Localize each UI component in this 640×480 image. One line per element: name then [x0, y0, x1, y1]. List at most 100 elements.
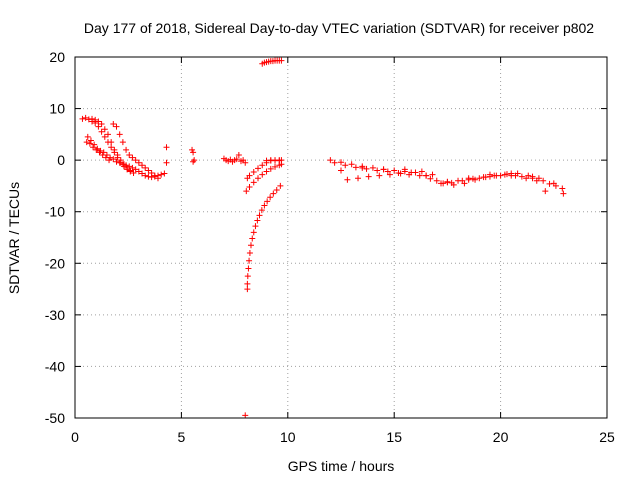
data-point	[486, 171, 493, 178]
data-point	[113, 123, 120, 130]
data-point	[440, 180, 447, 187]
data-point	[267, 165, 274, 172]
data-point	[104, 131, 111, 138]
x-tick-label: 0	[71, 429, 79, 445]
data-point	[130, 170, 137, 177]
data-point	[158, 171, 165, 178]
y-tick-label: 20	[49, 49, 65, 65]
data-point	[145, 173, 152, 180]
data-point	[535, 175, 542, 182]
data-point	[111, 149, 118, 156]
data-point	[98, 128, 105, 135]
y-tick-label: 0	[57, 152, 65, 168]
y-axis-label: SDTVAR / TECUs	[6, 182, 22, 294]
data-point	[132, 166, 139, 173]
chart-title: Day 177 of 2018, Sidereal Day-to-day VTE…	[84, 20, 594, 36]
data-point	[139, 162, 146, 169]
data-point	[359, 164, 366, 171]
data-point	[338, 167, 344, 174]
data-point	[85, 116, 92, 123]
data-point	[369, 164, 376, 171]
x-tick-label: 20	[493, 429, 509, 445]
data-point	[142, 164, 149, 171]
x-tick-label: 5	[178, 429, 186, 445]
data-point	[116, 131, 123, 138]
data-point	[94, 145, 101, 152]
data-point	[429, 171, 436, 178]
data-point	[84, 133, 91, 140]
data-point	[267, 194, 274, 201]
data-point	[151, 172, 158, 179]
data-point	[244, 286, 251, 293]
data-point	[560, 190, 567, 197]
data-point	[391, 167, 398, 174]
data-point	[93, 146, 100, 153]
data-point	[278, 157, 285, 164]
data-point	[135, 168, 142, 175]
data-point	[450, 181, 457, 188]
data-point	[267, 157, 274, 164]
data-point	[102, 154, 109, 161]
data-point	[482, 174, 489, 181]
y-tick-labels: -50 -40 -30 -20 -10 0 10 20	[45, 49, 65, 426]
data-point	[348, 161, 355, 168]
data-point	[148, 170, 155, 177]
data-point	[89, 118, 96, 125]
data-point	[418, 168, 425, 175]
axis-ticks	[74, 56, 608, 419]
y-tick-label: -30	[45, 307, 65, 323]
data-point	[476, 175, 483, 182]
data-point	[145, 167, 152, 174]
data-point	[189, 146, 196, 153]
data-point	[98, 121, 105, 128]
data-point	[129, 164, 136, 171]
data-point	[465, 175, 472, 182]
data-point	[255, 175, 262, 182]
data-point	[132, 157, 139, 164]
data-point	[355, 175, 362, 182]
data-point	[278, 57, 285, 64]
data-point	[123, 146, 130, 153]
data-point	[258, 207, 265, 214]
data-point	[110, 121, 117, 128]
data-point	[124, 166, 131, 173]
data-point	[154, 175, 161, 182]
data-point	[247, 242, 254, 249]
data-point	[380, 166, 387, 173]
data-point	[363, 165, 370, 172]
data-point	[190, 158, 197, 165]
data-point	[552, 182, 559, 189]
data-point	[96, 149, 103, 156]
data-point	[508, 170, 515, 177]
y-tick-label: -20	[45, 255, 65, 271]
data-point	[546, 180, 553, 187]
data-point	[277, 182, 284, 189]
y-tick-label: 10	[49, 101, 65, 117]
data-point	[114, 154, 121, 161]
y-tick-label: -40	[45, 358, 65, 374]
data-point	[374, 167, 381, 174]
data-point	[87, 137, 94, 144]
data-point	[493, 172, 500, 179]
data-point	[250, 179, 257, 186]
x-tick-label: 25	[599, 429, 615, 445]
data-point	[338, 159, 344, 166]
data-point	[249, 235, 256, 242]
data-point	[120, 163, 127, 170]
data-point	[79, 115, 86, 122]
data-point	[514, 170, 521, 177]
data-point	[163, 159, 170, 166]
grid-lines	[75, 57, 607, 418]
data-point	[82, 114, 89, 121]
data-point	[242, 159, 249, 166]
data-point	[254, 217, 261, 224]
data-point	[444, 179, 451, 186]
data-point	[95, 118, 102, 125]
data-point	[245, 265, 252, 272]
data-point	[126, 163, 133, 170]
data-point	[110, 156, 117, 163]
data-point	[542, 188, 549, 195]
data-point	[246, 249, 253, 256]
plot-frame	[74, 56, 608, 419]
